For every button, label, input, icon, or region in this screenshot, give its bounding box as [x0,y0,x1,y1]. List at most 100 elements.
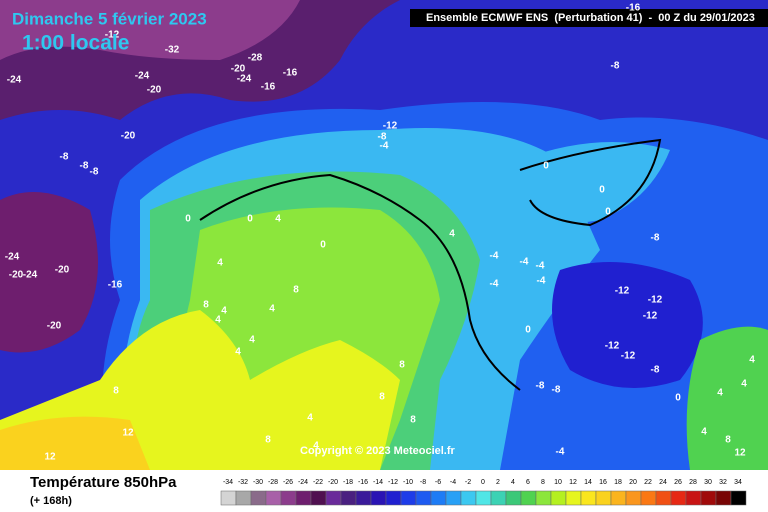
contour-label: -24 [135,71,150,82]
contour-label: 4 [701,427,707,438]
scale-swatch [625,490,642,506]
scale-swatch [685,490,702,506]
scale-swatch [310,490,327,506]
contour-label: -8 [80,161,89,172]
scale-swatch [610,490,627,506]
scale-swatch [730,490,747,506]
scale-swatch [445,490,462,506]
scale-swatch [715,490,732,506]
scale-swatch [325,490,342,506]
contour-label: 4 [449,229,455,240]
scale-swatch [520,490,537,506]
contour-label: -20 [47,321,62,332]
contour-label: -16 [108,280,123,291]
scale-label: -4 [450,479,456,486]
scale-swatch [235,490,252,506]
contour-label: 0 [247,214,253,225]
contour-label: 0 [185,214,191,225]
contour-label: 8 [379,392,385,403]
scale-swatch [535,490,552,506]
contour-label: -20 [121,131,136,142]
scale-label: 32 [719,479,727,486]
contour-label: 4 [221,306,227,317]
contour-label: 4 [749,355,755,366]
contour-label: -8 [60,152,69,163]
scale-swatch [550,490,567,506]
contour-label: -16 [283,68,298,79]
contour-label: -28 [248,53,263,64]
contour-label: 8 [725,435,731,446]
contour-labels: -12-32-28-16-20-24-16-24 -24-20-20-8-8-8-… [5,3,755,463]
scale-swatch [370,490,387,506]
contour-label: -24 [7,75,22,86]
contour-label: 8 [410,415,416,426]
contour-label: -8 [611,61,620,72]
scale-label: -32 [238,479,248,486]
scale-label: 20 [629,479,637,486]
scale-swatch [670,490,687,506]
contour-label: -12 [615,286,630,297]
contour-label: 8 [203,300,209,311]
contour-label: 0 [543,161,549,172]
contour-label: -8 [651,233,660,244]
scale-label: -20 [328,479,338,486]
contour-label: 4 [269,304,275,315]
contour-label: 0 [320,240,326,251]
contour-label: 4 [217,258,223,269]
map [0,0,768,470]
scale-label: -14 [373,479,383,486]
contour-label: -20 [231,64,246,75]
contour-label: -16 [261,82,276,93]
scale-swatch [250,490,267,506]
contour-label: -8 [536,381,545,392]
contour-label: -20 [147,85,162,96]
contour-label: -24 [23,270,38,281]
scale-swatch [430,490,447,506]
scale-swatch [400,490,417,506]
contour-label: 8 [399,360,405,371]
contour-label: 12 [44,452,56,463]
contour-label: -4 [520,257,529,268]
scale-swatch [295,490,312,506]
contour-label: -12 [621,351,636,362]
contour-label: 0 [605,207,611,218]
scale-swatch [415,490,432,506]
contour-label: -8 [378,132,387,143]
scale-swatch [265,490,282,506]
contour-label: -32 [165,45,180,56]
footer-lead: (+ 168h) [30,495,72,507]
contour-label: 4 [275,214,281,225]
scale-label: 4 [511,479,515,486]
copyright: Copyright © 2023 Meteociel.fr [300,445,456,457]
scale-label: -28 [268,479,278,486]
contour-label: 12 [734,448,746,459]
contour-label: 8 [293,285,299,296]
contour-label: -20 [9,270,24,281]
contour-label: -4 [490,251,499,262]
contour-label: -4 [556,447,565,458]
contour-label: -4 [380,141,389,152]
contour-label: -12 [605,341,620,352]
scale-swatch [460,490,477,506]
contour-label: -4 [490,279,499,290]
contour-label: -8 [90,167,99,178]
scale-label: 6 [526,479,530,486]
scale-label: -6 [435,479,441,486]
scale-label: -16 [358,479,368,486]
scale-swatch [280,490,297,506]
contour-label: 4 [235,347,241,358]
contour-label: 8 [113,386,119,397]
contour-label: -8 [552,385,561,396]
scale-swatch [490,490,507,506]
scale-label: 0 [481,479,485,486]
contour-label: -4 [536,261,545,272]
scale-label: -22 [313,479,323,486]
scale-swatch [700,490,717,506]
scale-label: -30 [253,479,263,486]
contour-label: 4 [307,413,313,424]
scale-swatch [340,490,357,506]
scale-label: -8 [420,479,426,486]
scale-swatch [580,490,597,506]
scale-label: -26 [283,479,293,486]
